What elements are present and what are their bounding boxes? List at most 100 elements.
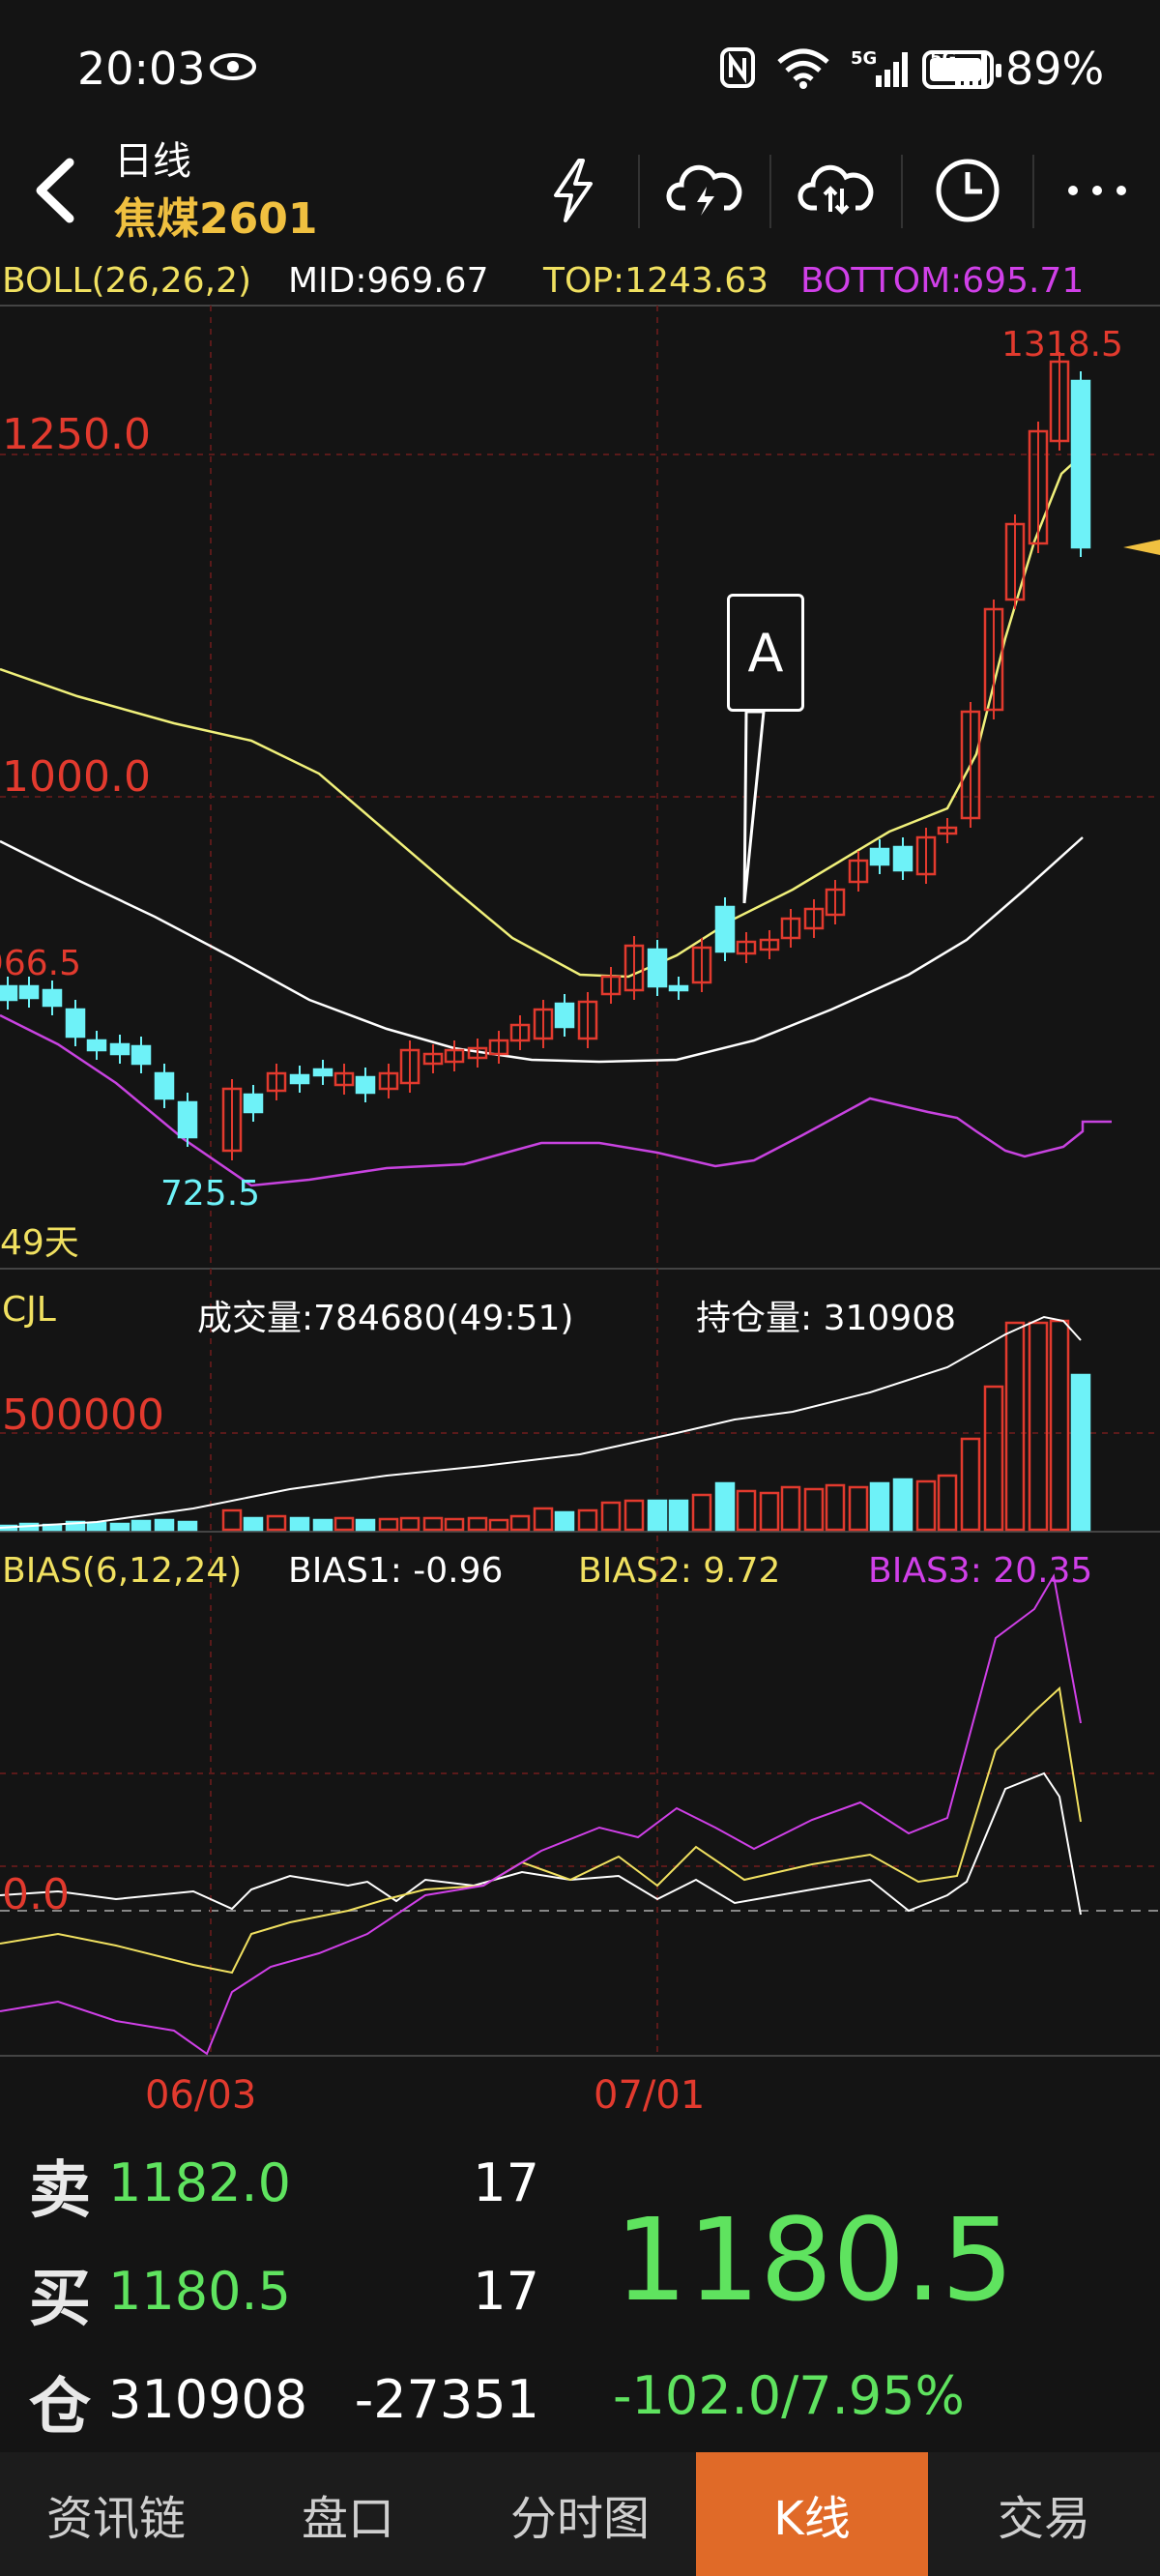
candle-body-8: [177, 1100, 198, 1139]
candle-body-34: [780, 917, 801, 940]
volume-bar-43: [983, 1385, 1004, 1532]
candle-body-39: [892, 845, 914, 872]
open-interest-row: 仓 310908 -27351: [0, 2340, 578, 2448]
boll-upper-line: [0, 454, 1084, 979]
bias1-line: [0, 1771, 1082, 1916]
candle-body-15: [355, 1075, 376, 1095]
lightning-icon: [554, 159, 593, 222]
volume-bar-10: [243, 1516, 264, 1532]
candle-body-0: [0, 984, 18, 1002]
candle-body-30: [691, 946, 712, 984]
history-button[interactable]: [924, 147, 1011, 234]
open-interest-line: [0, 1315, 1082, 1529]
volume-bar-19: [444, 1517, 465, 1532]
days-label: 49天: [0, 1223, 79, 1263]
candle-body-18: [422, 1052, 444, 1066]
candle-body-38: [869, 847, 890, 866]
volume-bar-17: [399, 1516, 420, 1532]
battery-icon: [922, 50, 1001, 89]
volume-bar-23: [533, 1507, 554, 1532]
volume-bar-44: [1004, 1321, 1026, 1532]
candle-body-27: [624, 944, 645, 992]
volume-bar-29: [668, 1499, 689, 1532]
candle-body-42: [960, 710, 981, 820]
candle-body-10: [243, 1093, 264, 1114]
buy-row[interactable]: 买 1180.5 17: [0, 2232, 578, 2340]
boll-mid: MID:969.67: [288, 261, 489, 301]
axis-label-partial: 966.5: [0, 944, 81, 983]
annotation-a-label: A: [747, 622, 784, 684]
candle-body-43: [983, 607, 1004, 712]
bias1-value: BIAS1: -0.96: [288, 1551, 504, 1591]
candle-body-44: [1004, 522, 1026, 601]
axis-label-1000: 1000.0: [2, 752, 151, 802]
volume-bar-7: [154, 1518, 175, 1532]
instrument-name[interactable]: 焦煤2601: [114, 194, 318, 244]
buy-label: 买: [29, 2264, 91, 2335]
volume-bar-35: [803, 1487, 825, 1532]
volume-bar-20: [467, 1516, 488, 1532]
candle-body-28: [647, 948, 668, 988]
date-label-1: 06/03: [145, 2073, 257, 2118]
candle-body-16: [378, 1071, 399, 1091]
candle-body-36: [825, 888, 846, 917]
candle-body-32: [736, 940, 757, 955]
sell-label: 卖: [29, 2155, 91, 2227]
status-bar: 20:03 5G 5G 89%: [0, 0, 1160, 140]
candle-body-4: [86, 1039, 107, 1052]
candle-body-22: [509, 1023, 531, 1042]
cloud-sync-icon: [798, 164, 874, 215]
volume-label: CJL: [2, 1290, 56, 1330]
candle-body-13: [312, 1068, 334, 1077]
battery-percent: 89%: [1005, 43, 1105, 95]
eye-icon: [210, 53, 256, 80]
boll-label: BOLL(26,26,2): [2, 261, 252, 301]
volume-bar-38: [869, 1481, 890, 1532]
volume-bar-30: [691, 1493, 712, 1532]
volume-bar-8: [177, 1520, 198, 1532]
status-time: 20:03: [77, 43, 206, 95]
back-icon[interactable]: [27, 157, 85, 224]
tab-intraday[interactable]: 分时图: [509, 2492, 650, 2546]
volume-bar-21: [488, 1518, 509, 1532]
volume-bar-12: [289, 1516, 310, 1532]
cloud-flash-button[interactable]: [661, 147, 748, 234]
candle-body-47: [1070, 379, 1091, 549]
annotation-a[interactable]: A: [727, 594, 804, 712]
kline-chart[interactable]: [0, 0, 1160, 2127]
candle-body-37: [848, 859, 869, 884]
candle-body-23: [533, 1008, 554, 1040]
cloud-sync-button[interactable]: [793, 147, 880, 234]
volume-bar-6: [130, 1519, 152, 1532]
volume-bar-45: [1028, 1321, 1049, 1532]
wifi-icon: [777, 48, 829, 89]
sell-qty: 17: [473, 2152, 539, 2213]
candle-body-1: [18, 984, 40, 1000]
period-title[interactable]: 日线: [114, 139, 191, 184]
tab-kline[interactable]: K线: [696, 2452, 928, 2576]
battery-fill: [930, 58, 982, 81]
candle-body-33: [759, 938, 780, 951]
volume-bar-41: [937, 1474, 958, 1532]
sell-row[interactable]: 卖 1182.0 17: [0, 2123, 578, 2232]
open-interest-value: 持仓量: 310908: [696, 1299, 956, 1338]
tab-trade[interactable]: 交易: [997, 2492, 1090, 2546]
cloud-lightning-icon: [666, 164, 742, 216]
date-label-2: 07/01: [594, 2073, 706, 2118]
tab-news-chain[interactable]: 资讯链: [45, 2492, 186, 2546]
order-book: 卖 1182.0 17 买 1180.5 17 仓 310908 -27351: [0, 2123, 1160, 2452]
volume-bar-28: [647, 1499, 668, 1532]
tab-order-book[interactable]: 盘口: [301, 2492, 394, 2546]
lightning-button[interactable]: [530, 147, 617, 234]
bias3-line: [0, 1573, 1082, 2056]
candle-body-41: [937, 826, 958, 835]
candle-body-2: [42, 988, 63, 1008]
volume-bar-3: [65, 1520, 86, 1532]
volume-bar-42: [960, 1437, 981, 1532]
more-button[interactable]: [1054, 147, 1141, 234]
volume-bar-26: [600, 1501, 622, 1532]
candle-body-31: [714, 905, 736, 953]
candle-body-11: [266, 1071, 287, 1093]
candle-body-35: [803, 907, 825, 930]
volume-bar-31: [714, 1481, 736, 1532]
